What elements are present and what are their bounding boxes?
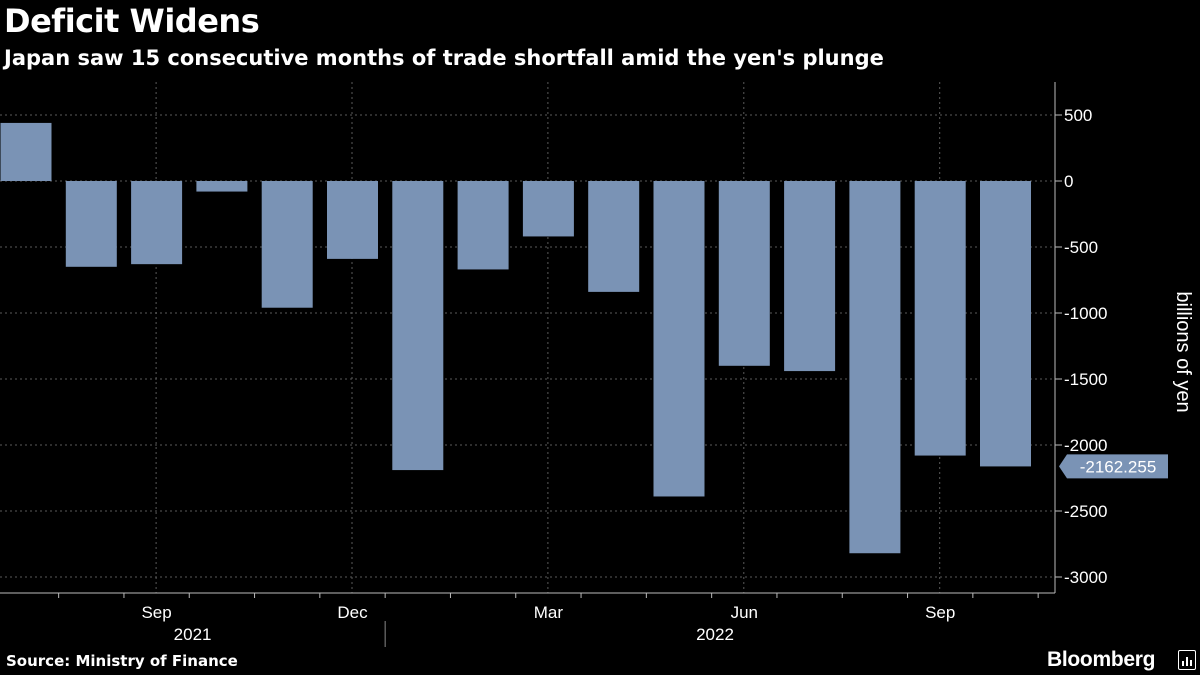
y-tick-label: 500 <box>1064 106 1092 125</box>
y-tick-label: -500 <box>1064 238 1098 257</box>
bar-2022-01 <box>392 181 444 471</box>
bar-2022-07 <box>784 181 836 372</box>
y-axis-label: billions of yen <box>1172 291 1194 412</box>
x-tick-label: Sep <box>141 603 171 622</box>
y-tick-label: -1000 <box>1064 304 1107 323</box>
y-tick-label: -1500 <box>1064 370 1107 389</box>
bars <box>0 122 1031 554</box>
last-value-label: -2162.255 <box>1080 457 1157 476</box>
bar-2021-11 <box>261 181 313 308</box>
y-tick-label: -3000 <box>1064 568 1107 587</box>
y-tick-label: -2500 <box>1064 502 1107 521</box>
bar-2022-02 <box>457 181 509 270</box>
bar-2021-07 <box>0 122 52 181</box>
bar-2021-09 <box>131 181 183 265</box>
chart-title: Deficit Widens <box>4 2 260 40</box>
bar-2021-12 <box>327 181 378 259</box>
source-note: Source: Ministry of Finance <box>6 652 238 670</box>
bar-2022-09 <box>914 181 966 456</box>
chart-subtitle: Japan saw 15 consecutive months of trade… <box>4 46 884 70</box>
bar-2022-08 <box>849 181 901 554</box>
x-tick-label: Mar <box>534 603 564 622</box>
x-year-label: 2022 <box>696 625 734 644</box>
last-value-callout: -2162.255 <box>1059 454 1168 479</box>
bar-2022-05 <box>653 181 705 497</box>
bar-2022-03 <box>522 181 574 237</box>
bloomberg-chart-icon <box>1178 650 1196 670</box>
y-tick-label: 0 <box>1064 172 1073 191</box>
bar-2022-04 <box>588 181 640 292</box>
x-tick-label: Jun <box>731 603 758 622</box>
x-tick-label: Dec <box>337 603 368 622</box>
bloomberg-logo: Bloomberg <box>1047 648 1156 671</box>
bar-2022-10 <box>980 181 1031 467</box>
bar-2021-10 <box>196 181 248 192</box>
axes: 500 0 -500 -1000 -1500 -2000 -2500 -3000 Sep Dec M… <box>0 82 1168 647</box>
x-tick-label: Sep <box>925 603 955 622</box>
last-value-badge <box>1059 454 1168 479</box>
y-tick-label: -2000 <box>1064 436 1107 455</box>
bar-2021-08 <box>65 181 117 267</box>
bar-2022-06 <box>718 181 770 366</box>
x-year-label: 2021 <box>174 625 212 644</box>
